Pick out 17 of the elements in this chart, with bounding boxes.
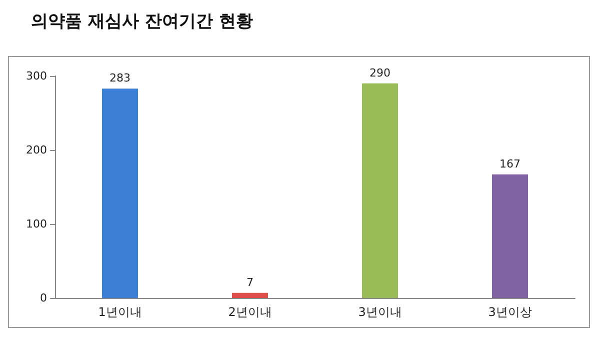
x-tick-label: 3년이상 — [488, 305, 532, 319]
y-tick-label: 200 — [26, 144, 47, 156]
y-tick-label: 100 — [26, 218, 47, 230]
y-tick-label: 300 — [26, 70, 47, 82]
bar — [102, 88, 138, 298]
bar — [492, 174, 528, 298]
bar — [232, 292, 268, 298]
x-tick-label: 3년이내 — [358, 305, 402, 319]
data-label: 167 — [500, 157, 520, 170]
data-label: 7 — [246, 276, 254, 289]
bar — [362, 83, 398, 298]
chart-title: 의약품 재심사 잔여기간 현황 — [31, 12, 253, 32]
y-tick-label: 0 — [40, 292, 47, 304]
x-tick-label: 2년이내 — [228, 305, 272, 319]
data-label: 283 — [110, 72, 130, 85]
x-tick-label: 1년이내 — [98, 305, 142, 319]
data-label: 290 — [370, 66, 390, 80]
